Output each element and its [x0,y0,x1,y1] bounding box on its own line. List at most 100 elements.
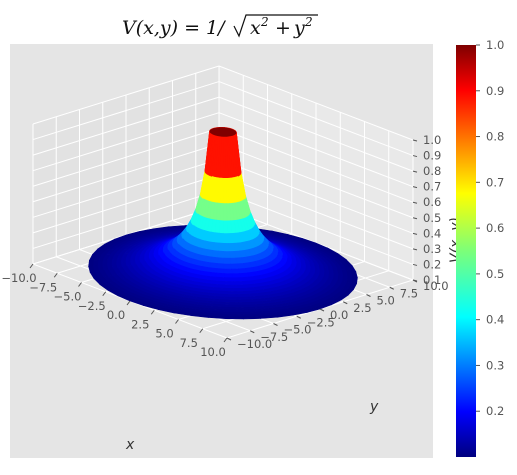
colorbar-ticks: 0.2 0.3 0.4 0.5 0.6 0.7 0.8 0.9 1.0 [476,38,504,418]
y-tick-label: 0.0 [330,308,348,322]
y-tick-mark [296,315,301,319]
surface-facet [234,287,247,292]
surface-facet [223,203,228,222]
z-tick-label: 1.0 [423,133,441,147]
z-tick-mark [412,263,418,266]
surface-facet [223,251,231,259]
colorbar [456,45,476,457]
left-grid-z [32,127,220,187]
colorbar-tick-label: 0.7 [486,175,504,189]
z-tick-label: 0.8 [423,164,441,178]
colorbar-tick-label: 0.6 [486,221,504,235]
surface-facet [224,287,236,292]
left-grid-z [32,112,220,172]
x-tick-mark [175,319,179,324]
surface-facet [228,250,237,259]
colorbar-tick-label: 0.8 [486,130,504,144]
left-grid-z [32,81,220,141]
y-tick-label: 7.5 [400,286,418,300]
surface-facet [217,250,225,259]
left-grid-z [32,189,220,249]
title-radical-sign [233,14,318,38]
title-radicand-x: x [250,17,261,39]
title-exp-y: 2 [304,15,313,29]
surface-cap [209,127,237,137]
x-tick-mark [78,282,82,287]
x-tick-label: −5.0 [54,290,82,304]
y-tick-label: 10.0 [423,279,449,293]
y-axis-label: y [369,399,379,415]
surface-facet [224,290,237,295]
z-tick-label: 0.6 [423,195,441,209]
surface-facet [229,257,238,265]
z-tick-mark [412,170,418,173]
title-lhs: V(x,y) = 1/ [122,17,226,39]
surface-facet [223,257,232,265]
y-tick-mark [226,337,232,341]
x-tick-mark [53,272,58,278]
x-tick-mark [223,337,228,343]
y-tick-label: −10.0 [237,337,272,351]
x-tick-label: 7.5 [180,336,198,350]
surface-facet [242,316,262,320]
back-grid-z [218,81,414,157]
left-grid-z [32,158,220,218]
y-tick-label: 2.5 [353,301,371,315]
x-tick-mark [199,328,204,334]
z-tick-label: 0.2 [423,257,441,271]
left-grid-z [32,143,220,203]
y-tick-mark [319,308,325,312]
z-tick-mark [412,232,418,235]
back-grid-z [218,65,414,141]
surface-facet [231,273,242,279]
back-grid-z [218,174,414,250]
y-tick-label: −2.5 [307,315,335,329]
z-tick-label: 0.1 [423,273,441,287]
colorbar-tick-label: 1.0 [486,38,504,52]
y-axis-ticks: −10.0−7.5−5.0−2.50.0 2.5 5.0 7.5 10.0 [226,279,449,351]
y-tick-label: −5.0 [284,323,312,337]
surface-facet [223,268,233,275]
y-tick-label: −7.5 [260,330,288,344]
surface-plot [88,126,358,320]
surface-facet [211,250,219,259]
surface-facet [217,257,225,265]
colorbar-tick-label: 0.5 [486,267,504,281]
z-tick-label: 0.7 [423,180,441,194]
z-tick-mark [412,217,418,220]
x-tick-label: 2.5 [131,317,149,331]
back-grid-z [218,96,414,172]
surface-facet [210,256,219,264]
surface-facet [225,316,244,320]
back-grid-z [218,112,414,188]
colorbar-tick-label: 0.9 [486,84,504,98]
title-plus: + [275,17,291,39]
left-grid-z [32,96,220,156]
x-tick-mark [150,309,155,315]
back-grid-z [218,143,414,219]
surface-facet [224,284,236,289]
x-tick-label: 10.0 [200,345,226,359]
x-tick-label: 0.0 [107,308,125,322]
z-tick-mark [412,186,418,189]
y-tick-mark [343,301,348,305]
x-tick-mark [29,263,34,269]
left-grid-z [32,65,220,125]
y-tick-mark [389,286,394,290]
y-tick-mark [366,294,371,297]
z-tick-mark [412,201,418,204]
surface-facet [223,263,232,270]
surface-facet [223,242,230,252]
surface-facet [223,233,229,244]
surface-facet [216,263,225,270]
y-tick-mark [273,323,278,326]
surface-facet [231,268,241,275]
surface-facet [230,263,239,270]
x-tick-label: −2.5 [78,299,106,313]
surface-facet [218,242,225,252]
x-tick-label: −10.0 [1,271,36,285]
x-axis-ticks: −10.0−7.5−5.0−2.50.0 2.5 5.0 7.510.0 [1,263,228,359]
surface-facet [218,232,225,244]
z-tick-mark [412,248,418,251]
